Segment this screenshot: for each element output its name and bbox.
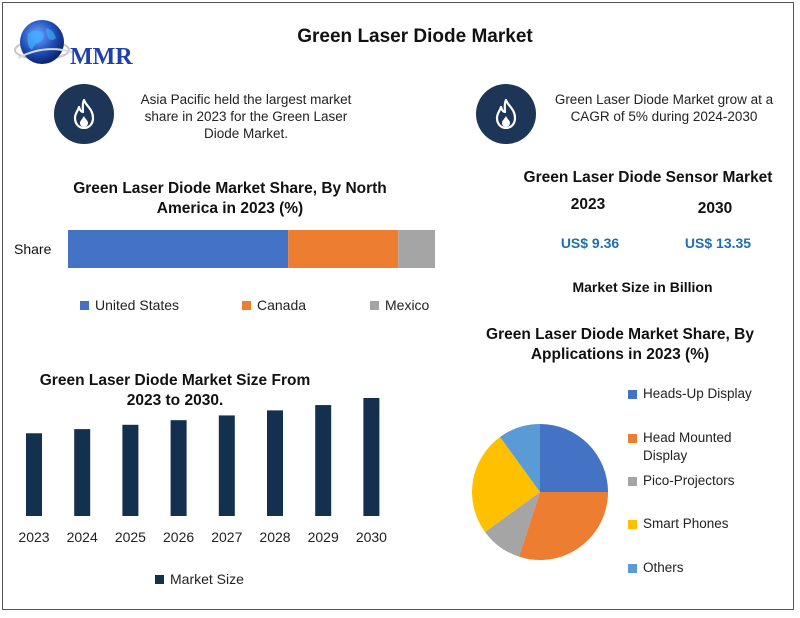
page-title: Green Laser Diode Market — [297, 26, 533, 47]
pie-slice-heads-up-display — [540, 424, 608, 492]
sensor-year-2023: 2023 — [570, 196, 606, 213]
pie-slice-head-mounted-display — [518, 492, 608, 560]
sensor-year-2030: 2030 — [697, 200, 733, 217]
pie-slice-pico-projectors — [484, 492, 540, 557]
pie-slice-others — [500, 424, 540, 492]
legend-label-market-size: Market Size — [170, 571, 244, 587]
pie-legend-swatch-0 — [628, 390, 637, 399]
legend-swatch-mexico — [370, 300, 379, 310]
flame-icon — [73, 99, 95, 129]
pie-legend-label-4: Others — [643, 560, 684, 575]
legend-swatch-canada — [242, 300, 251, 310]
bar-2024 — [74, 429, 91, 516]
pie-legend-label-3: Smart Phones — [643, 516, 729, 531]
pie-slice-smart-phones — [472, 436, 540, 532]
na-share-stacked-bar — [68, 230, 435, 268]
applications-share-title: Green Laser Diode Market Share, By Appli… — [486, 326, 754, 363]
x-tick-label-2029: 2029 — [308, 529, 339, 545]
legend-label-mexico: Mexico — [385, 297, 430, 313]
pie-legend-label-0: Heads-Up Display — [643, 386, 752, 401]
bar-2030 — [363, 398, 380, 516]
legend-swatch-market-size — [155, 574, 164, 584]
callout-1-text: Asia Pacific held the largest market sha… — [140, 92, 352, 141]
legend-label-us: United States — [95, 297, 180, 313]
pie-legend-swatch-3 — [628, 520, 637, 529]
globe-icon — [14, 20, 73, 64]
sensor-value-2030: US$ 13.35 — [684, 235, 752, 251]
applications-pie — [472, 424, 608, 560]
bar-2028 — [267, 410, 283, 516]
na-share-title: Green Laser Diode Market Share, By North… — [73, 180, 387, 217]
logo-text: MMR — [70, 44, 133, 70]
x-tick-label-2023: 2023 — [18, 529, 49, 545]
pie-legend-swatch-4 — [628, 564, 637, 573]
bar-2027 — [218, 415, 235, 516]
callout-1-badge — [54, 84, 114, 144]
x-tick-label-2024: 2024 — [67, 529, 98, 545]
sensor-value-2023: US$ 9.36 — [560, 235, 620, 251]
market-size-title: Green Laser Diode Market Size From 2023 … — [39, 372, 311, 409]
legend-item-mexico: Mexico — [370, 297, 429, 313]
na-share-category-label: Share — [14, 241, 52, 257]
bar-2023 — [26, 433, 42, 516]
market-size-chart: 2023 2024 2025 2026 2027 2028 2029 2030 — [18, 398, 387, 545]
pie-legend-item-2: Pico-Projectors — [628, 472, 735, 490]
x-tick-label-2027: 2027 — [211, 529, 242, 545]
stack-segment-mexico — [398, 230, 435, 268]
legend-item-united-states: United States — [80, 297, 242, 313]
pie-legend-item-0: Heads-Up Display — [628, 385, 752, 403]
pie-legend-label-1: Head Mounted Display — [643, 430, 732, 463]
x-tick-label-2028: 2028 — [259, 529, 290, 545]
x-tick-label-2030: 2030 — [356, 529, 387, 545]
market-size-legend: Market Size — [155, 571, 244, 587]
flame-icon — [495, 99, 517, 129]
callout-2-badge — [476, 84, 536, 144]
pie-legend-item-1: Head Mounted Display — [628, 429, 768, 465]
mmr-logo: MMR — [14, 14, 136, 74]
pie-legend-item-4: Others — [628, 559, 684, 577]
callout-2-text: Green Laser Diode Market grow at a CAGR … — [554, 92, 774, 124]
pie-legend-swatch-2 — [628, 477, 637, 486]
pie-legend-item-3: Smart Phones — [628, 515, 729, 533]
stack-segment-canada — [288, 230, 399, 268]
pie-legend-swatch-1 — [628, 434, 637, 443]
stack-segment-united-states — [68, 230, 289, 268]
infographic-frame — [2, 2, 794, 610]
x-tick-label-2025: 2025 — [115, 529, 146, 545]
bar-2025 — [122, 424, 139, 516]
bar-2026 — [170, 420, 187, 516]
na-share-legend: United States Canada Mexico — [80, 297, 450, 313]
x-tick-label-2026: 2026 — [163, 529, 194, 545]
bar-2029 — [315, 405, 332, 516]
legend-swatch-us — [80, 300, 89, 310]
sensor-market-title: Green Laser Diode Sensor Market — [523, 169, 773, 186]
legend-label-canada: Canada — [257, 297, 307, 313]
legend-item-canada: Canada — [242, 297, 370, 313]
sensor-footnote: Market Size in Billion — [572, 279, 713, 295]
pie-legend-label-2: Pico-Projectors — [643, 473, 735, 488]
